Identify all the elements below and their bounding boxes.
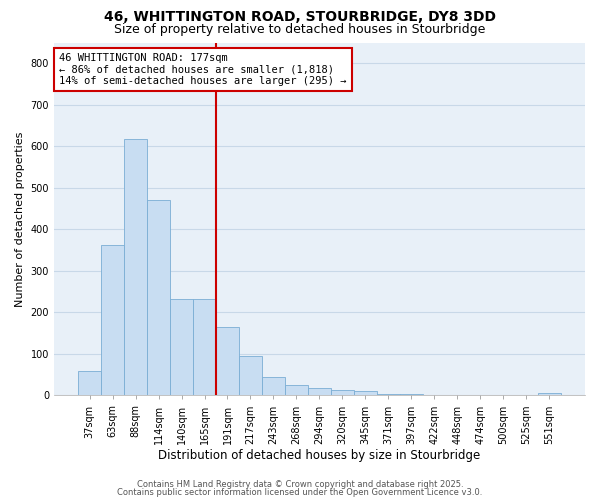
Text: Contains public sector information licensed under the Open Government Licence v3: Contains public sector information licen… <box>118 488 482 497</box>
Bar <box>193 299 216 396</box>
Bar <box>285 385 308 396</box>
Bar <box>377 394 400 396</box>
Bar <box>170 299 193 396</box>
Bar <box>400 394 423 396</box>
Text: 46 WHITTINGTON ROAD: 177sqm
← 86% of detached houses are smaller (1,818)
14% of : 46 WHITTINGTON ROAD: 177sqm ← 86% of det… <box>59 53 347 86</box>
Y-axis label: Number of detached properties: Number of detached properties <box>15 132 25 306</box>
X-axis label: Distribution of detached houses by size in Stourbridge: Distribution of detached houses by size … <box>158 450 481 462</box>
Bar <box>78 370 101 396</box>
Bar <box>147 200 170 396</box>
Text: 46, WHITTINGTON ROAD, STOURBRIDGE, DY8 3DD: 46, WHITTINGTON ROAD, STOURBRIDGE, DY8 3… <box>104 10 496 24</box>
Bar <box>262 376 285 396</box>
Bar <box>423 394 446 396</box>
Bar <box>101 245 124 396</box>
Bar <box>538 394 561 396</box>
Bar <box>239 356 262 396</box>
Bar <box>354 392 377 396</box>
Bar <box>331 390 354 396</box>
Bar <box>124 139 147 396</box>
Text: Contains HM Land Registry data © Crown copyright and database right 2025.: Contains HM Land Registry data © Crown c… <box>137 480 463 489</box>
Bar <box>308 388 331 396</box>
Text: Size of property relative to detached houses in Stourbridge: Size of property relative to detached ho… <box>115 22 485 36</box>
Bar <box>216 327 239 396</box>
